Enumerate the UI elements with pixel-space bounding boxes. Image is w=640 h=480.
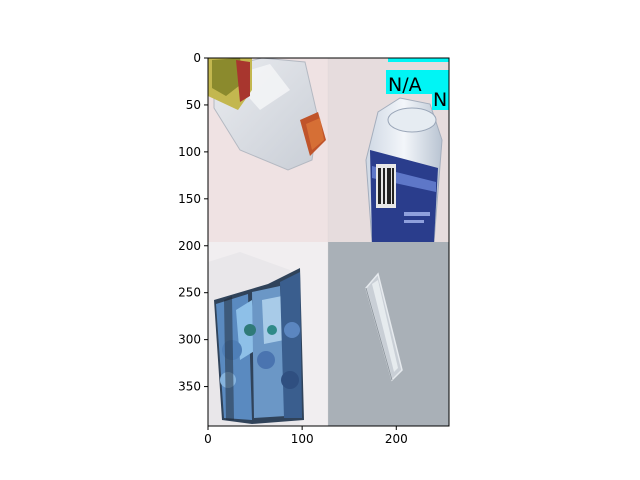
y-tick-label-2: 100 bbox=[178, 145, 201, 159]
blue-floral-paper-image bbox=[214, 268, 304, 424]
bottle-image bbox=[365, 97, 443, 242]
y-tick-label-5: 250 bbox=[178, 286, 201, 300]
x-tick-label-2: 200 bbox=[385, 432, 408, 446]
panel-glass-rod bbox=[328, 242, 449, 426]
y-axis: 0 50 100 150 200 250 300 350 bbox=[178, 51, 208, 394]
y-tick-label-7: 350 bbox=[178, 380, 201, 394]
y-tick-label-0: 0 bbox=[193, 51, 201, 65]
y-tick-label-6: 300 bbox=[178, 333, 201, 347]
y-tick-label-1: 50 bbox=[186, 98, 201, 112]
overlay-label-na: N/A bbox=[388, 74, 422, 96]
y-tick-label-4: 200 bbox=[178, 239, 201, 253]
x-tick-label-0: 0 bbox=[204, 432, 212, 446]
glass-rod-image bbox=[365, 272, 403, 382]
barcode bbox=[378, 168, 394, 204]
panel-jug bbox=[208, 58, 328, 242]
overlay-label-n: N bbox=[433, 89, 447, 111]
y-tick-label-3: 150 bbox=[178, 192, 201, 206]
panel-paper bbox=[208, 242, 328, 426]
x-axis: 0 100 200 bbox=[204, 426, 408, 446]
overlay-label-group: N/A N bbox=[386, 58, 449, 111]
x-tick-label-1: 100 bbox=[291, 432, 314, 446]
panel-bottle: N/A N bbox=[328, 58, 449, 242]
plastic-jug-image bbox=[208, 58, 326, 171]
axes-frame bbox=[207, 57, 450, 427]
